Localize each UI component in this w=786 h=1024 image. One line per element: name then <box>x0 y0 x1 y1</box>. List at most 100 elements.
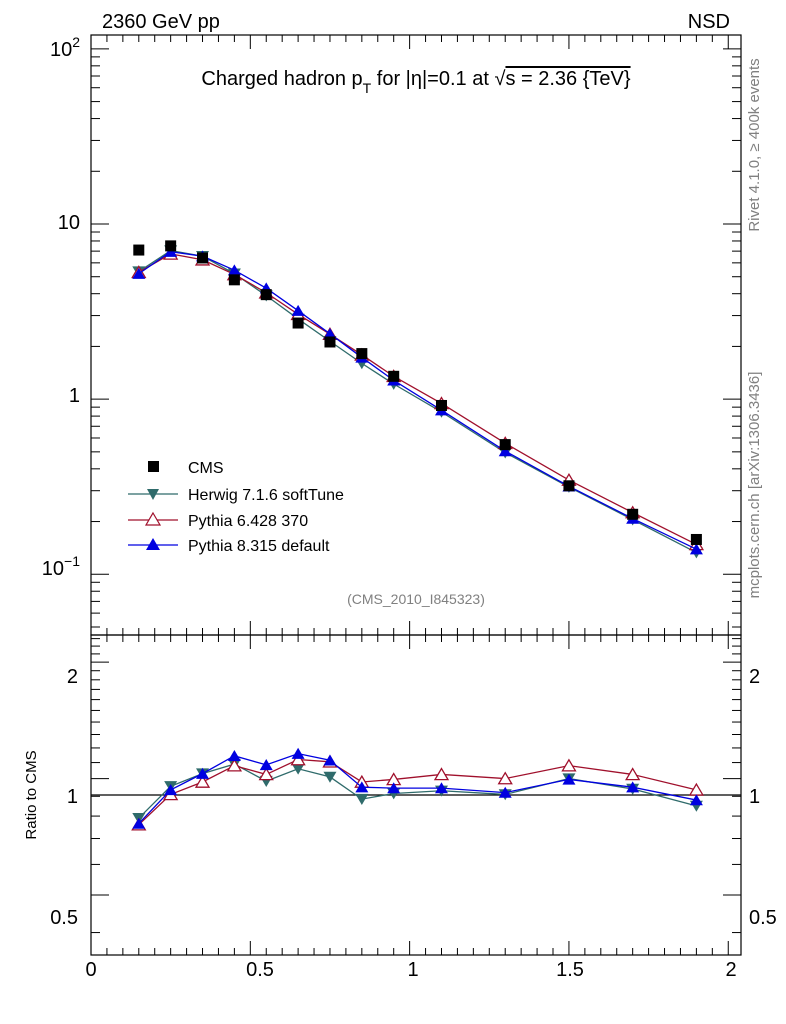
data-point-cms <box>435 399 447 411</box>
ratio-series-pythia-8-315-default <box>132 747 703 829</box>
ratio-line-pythia-8-315-default <box>138 752 697 825</box>
legend-entry-herwig: Herwig 7.1.6 softTune <box>128 487 344 504</box>
ratio-point-pythia-6-428-370 <box>433 767 450 781</box>
data-point-cms <box>133 244 145 256</box>
ratio-panel-ticks <box>90 635 741 955</box>
data-point-cms <box>627 508 639 520</box>
ratio-point-herwig-7-1-6-softtune <box>291 763 305 775</box>
chart-title-main: Charged hadron p <box>201 68 362 90</box>
data-point-pythia-8-315-default <box>689 543 703 555</box>
x-tick-label-1.5: 1.5 <box>556 959 584 981</box>
top-panel-series <box>131 240 705 559</box>
chart-title-middle: for |η|=0.1 at <box>371 68 494 90</box>
data-point-cms <box>388 370 400 382</box>
data-point-cms <box>563 480 575 492</box>
series-pythia-8-315-default <box>132 245 703 555</box>
top-panel-ticks <box>90 35 741 635</box>
data-point-cms <box>197 252 209 264</box>
ratio-point-pythia-8-315-default <box>259 759 273 771</box>
ratio-point-pythia-6-428-370 <box>194 774 211 788</box>
ratio-point-pythia-8-315-default <box>355 781 369 793</box>
ratio-point-pythia-8-315-default <box>689 794 703 806</box>
legend-label-pythia6: Pythia 6.428 370 <box>188 513 308 530</box>
series-cms <box>133 240 702 545</box>
ratio-point-pythia-6-428-370 <box>497 771 513 785</box>
ratio-point-pythia-8-315-default <box>132 817 146 829</box>
ratio-point-pythia-8-315-default <box>562 773 576 785</box>
header-right-label: NSD <box>688 11 730 33</box>
legend-label-cms: CMS <box>188 460 224 477</box>
legend-marker-pythia8 <box>146 538 160 550</box>
ratio-point-pythia-8-315-default <box>164 784 178 796</box>
rivet-version-label: Rivet 4.1.0, ≥ 400k events <box>746 58 763 231</box>
legend: CMS Herwig 7.1.6 softTune Pythia 6.428 3… <box>128 460 344 555</box>
ratio-y-tick-label-2-right: 2 <box>749 666 760 688</box>
ratio-point-pythia-6-428-370 <box>226 758 243 772</box>
ratio-y-tick-label-0.5-left: 0.5 <box>50 907 78 929</box>
ratio-point-pythia-8-315-default <box>498 786 512 798</box>
ratio-series-herwig-7-1-6-softtune <box>132 758 703 825</box>
series-line-herwig-7-1-6-softtune <box>138 249 697 554</box>
ratio-point-pythia-6-428-370 <box>688 782 705 796</box>
ratio-y-tick-label-1-right: 1 <box>749 786 760 808</box>
ratio-y-tick-label-2-left: 2 <box>67 666 78 688</box>
y-tick-label-0.1: 10−1 <box>42 553 80 580</box>
legend-entry-pythia8: Pythia 8.315 default <box>128 538 330 555</box>
data-point-cms <box>690 533 702 545</box>
x-tick-label-1: 1 <box>407 959 418 981</box>
data-point-cms <box>356 348 368 360</box>
ratio-point-pythia-8-315-default <box>323 754 337 766</box>
ratio-point-pythia-6-428-370 <box>561 758 577 772</box>
legend-marker-pythia6 <box>144 511 162 526</box>
ratio-point-pythia-6-428-370 <box>290 752 306 766</box>
y-tick-label-100: 102 <box>50 34 80 61</box>
ratio-y-tick-label-0.5-right: 0.5 <box>749 907 777 929</box>
data-point-cms <box>292 317 304 329</box>
data-point-cms <box>499 439 511 451</box>
y-tick-label-1: 1 <box>69 385 80 407</box>
top-y-tick-labels: 10−1 1 10 102 <box>42 34 80 580</box>
ratio-point-pythia-8-315-default <box>227 749 241 762</box>
ratio-y-tick-label-1-left: 1 <box>67 786 78 808</box>
ratio-point-pythia-8-315-default <box>626 781 640 793</box>
data-point-pythia-8-315-default <box>227 264 241 276</box>
x-tick-label-0.5: 0.5 <box>246 959 274 981</box>
ratio-point-pythia-8-315-default <box>196 767 210 779</box>
ratio-point-pythia-6-428-370 <box>625 767 641 781</box>
chart-title: Charged hadron pT for |η|=0.1 at √s = 2.… <box>201 68 630 96</box>
chart-title-subscript: T <box>363 80 372 96</box>
data-point-pythia-8-315-default <box>291 304 305 316</box>
ratio-line-pythia-6-428-370 <box>138 758 697 826</box>
analysis-id-label: (CMS_2010_I845323) <box>347 591 485 607</box>
ratio-panel-series <box>131 747 705 831</box>
series-pythia-6-428-370 <box>131 246 705 551</box>
chart-title-end: s = 2.36 {TeV} <box>505 68 630 90</box>
legend-label-pythia8: Pythia 8.315 default <box>188 538 330 555</box>
data-point-cms <box>324 336 336 348</box>
chart-title-root: √ <box>494 68 505 90</box>
legend-marker-herwig <box>147 489 159 500</box>
x-tick-label-0: 0 <box>85 959 96 981</box>
ratio-point-pythia-8-315-default <box>387 782 401 794</box>
legend-label-herwig: Herwig 7.1.6 softTune <box>188 487 344 504</box>
ratio-point-pythia-8-315-default <box>291 747 305 759</box>
x-tick-label-2: 2 <box>725 959 736 981</box>
ratio-point-herwig-7-1-6-softtune <box>355 793 369 805</box>
ratio-y-axis-label: Ratio to CMS <box>23 750 40 839</box>
data-point-pythia-8-315-default <box>323 327 337 340</box>
legend-entry-pythia6: Pythia 6.428 370 <box>128 511 308 530</box>
series-line-pythia-8-315-default <box>138 250 697 550</box>
ratio-point-pythia-8-315-default <box>434 782 448 794</box>
data-point-pythia-8-315-default <box>498 445 512 457</box>
legend-marker-cms <box>148 461 159 472</box>
legend-entry-cms: CMS <box>148 460 224 477</box>
ratio-point-pythia-6-428-370 <box>258 767 274 781</box>
mcplots-label: mcplots.cern.ch [arXiv:1306.3436] <box>746 372 763 599</box>
data-point-pythia-8-315-default <box>132 267 146 279</box>
data-point-cms <box>260 289 272 301</box>
y-tick-label-10: 10 <box>58 212 80 234</box>
ratio-point-herwig-7-1-6-softtune <box>323 771 337 783</box>
data-point-cms <box>165 240 177 252</box>
data-point-cms <box>228 274 240 286</box>
